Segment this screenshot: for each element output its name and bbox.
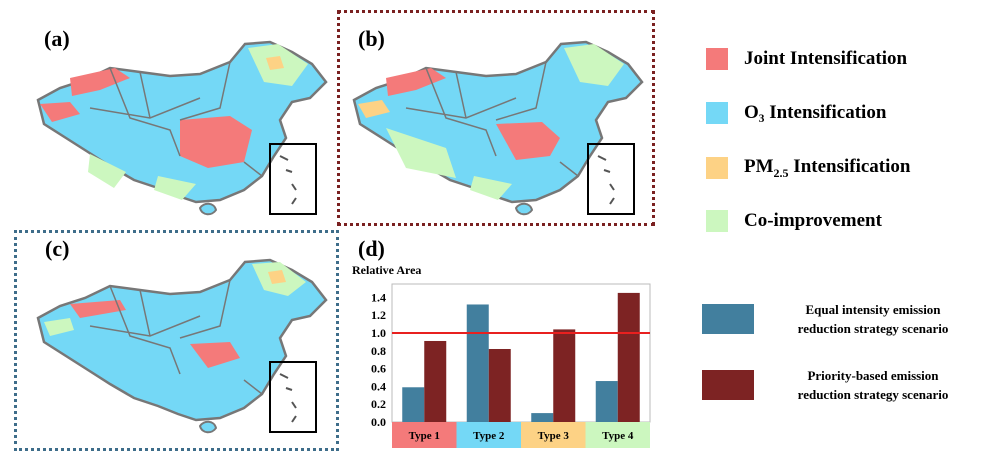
category-band — [521, 422, 586, 448]
x-tick-label: Type 3 — [538, 430, 570, 442]
y-tick-label: 0.2 — [371, 397, 386, 411]
legend-swatch-co — [706, 210, 728, 232]
bar-legend-equal: Equal intensity emission reduction strat… — [702, 300, 978, 338]
legend-label-o3: O₃ Intensification — [744, 102, 887, 123]
y-tick-label: 0.6 — [371, 362, 386, 376]
bar-equal — [531, 413, 554, 422]
bar-equal — [402, 387, 425, 422]
panel-label-b: (b) — [358, 26, 385, 51]
bar-priority — [553, 329, 576, 422]
map-c — [36, 258, 328, 434]
bar-priority — [424, 340, 447, 422]
legend-o3: O₃ Intensification — [706, 102, 886, 124]
panel-label-c: (c) — [45, 236, 70, 261]
x-tick-label: Type 2 — [473, 430, 505, 442]
y-tick-label: 1.0 — [371, 326, 386, 340]
category-band — [392, 422, 457, 448]
china-map-c — [36, 258, 328, 434]
map-a — [36, 40, 328, 216]
panel-c-frame — [14, 230, 339, 451]
legend-pm25: PM2.5 Intensification — [706, 156, 910, 181]
map-b — [352, 40, 644, 216]
y-tick-label: 0.0 — [371, 415, 386, 429]
bar-legend-priority: Priority-based emission reduction strate… — [702, 366, 978, 404]
category-band — [456, 422, 521, 448]
panel-label-a: (a) — [44, 26, 70, 51]
bar-legend-label-equal: Equal intensity emission reduction strat… — [797, 302, 949, 336]
x-tick-label: Type 4 — [602, 430, 634, 442]
y-tick-label: 1.2 — [371, 308, 386, 322]
bar-legend-swatch-equal — [702, 304, 754, 334]
bar-priority — [488, 348, 511, 422]
legend-swatch-o3 — [706, 102, 728, 124]
legend-label-co: Co-improvement — [744, 210, 882, 231]
y-tick-label: 0.8 — [371, 344, 386, 358]
bar-equal — [595, 381, 618, 422]
legend-swatch-joint — [706, 48, 728, 70]
category-band — [585, 422, 650, 448]
panel-label-d: (d) — [358, 236, 385, 261]
legend-co: Co-improvement — [706, 210, 882, 232]
x-tick-label: Type 1 — [409, 430, 440, 442]
panel-b-frame — [337, 10, 655, 226]
legend-joint: Joint Intensification — [706, 48, 907, 70]
bar-chart: Relative Area 0.0 0.2 0.4 0.6 0.8 1.0 1.2 1.4 Typ… — [352, 263, 651, 448]
bar-priority — [617, 292, 640, 422]
bar-legend-label-priority: Priority-based emission reduction strate… — [797, 368, 949, 402]
y-axis-label: Relative Area — [352, 263, 421, 277]
china-map-b — [352, 40, 644, 216]
legend-label-joint: Joint Intensification — [744, 48, 908, 69]
y-tick-label: 1.4 — [371, 290, 386, 304]
bar-equal — [466, 304, 489, 422]
y-tick-label: 0.4 — [371, 379, 386, 393]
bar-legend-swatch-priority — [702, 370, 754, 400]
legend-label-pm25: PM2.5 Intensification — [744, 156, 911, 180]
legend-swatch-pm25 — [706, 157, 728, 180]
china-map-a — [36, 40, 328, 216]
